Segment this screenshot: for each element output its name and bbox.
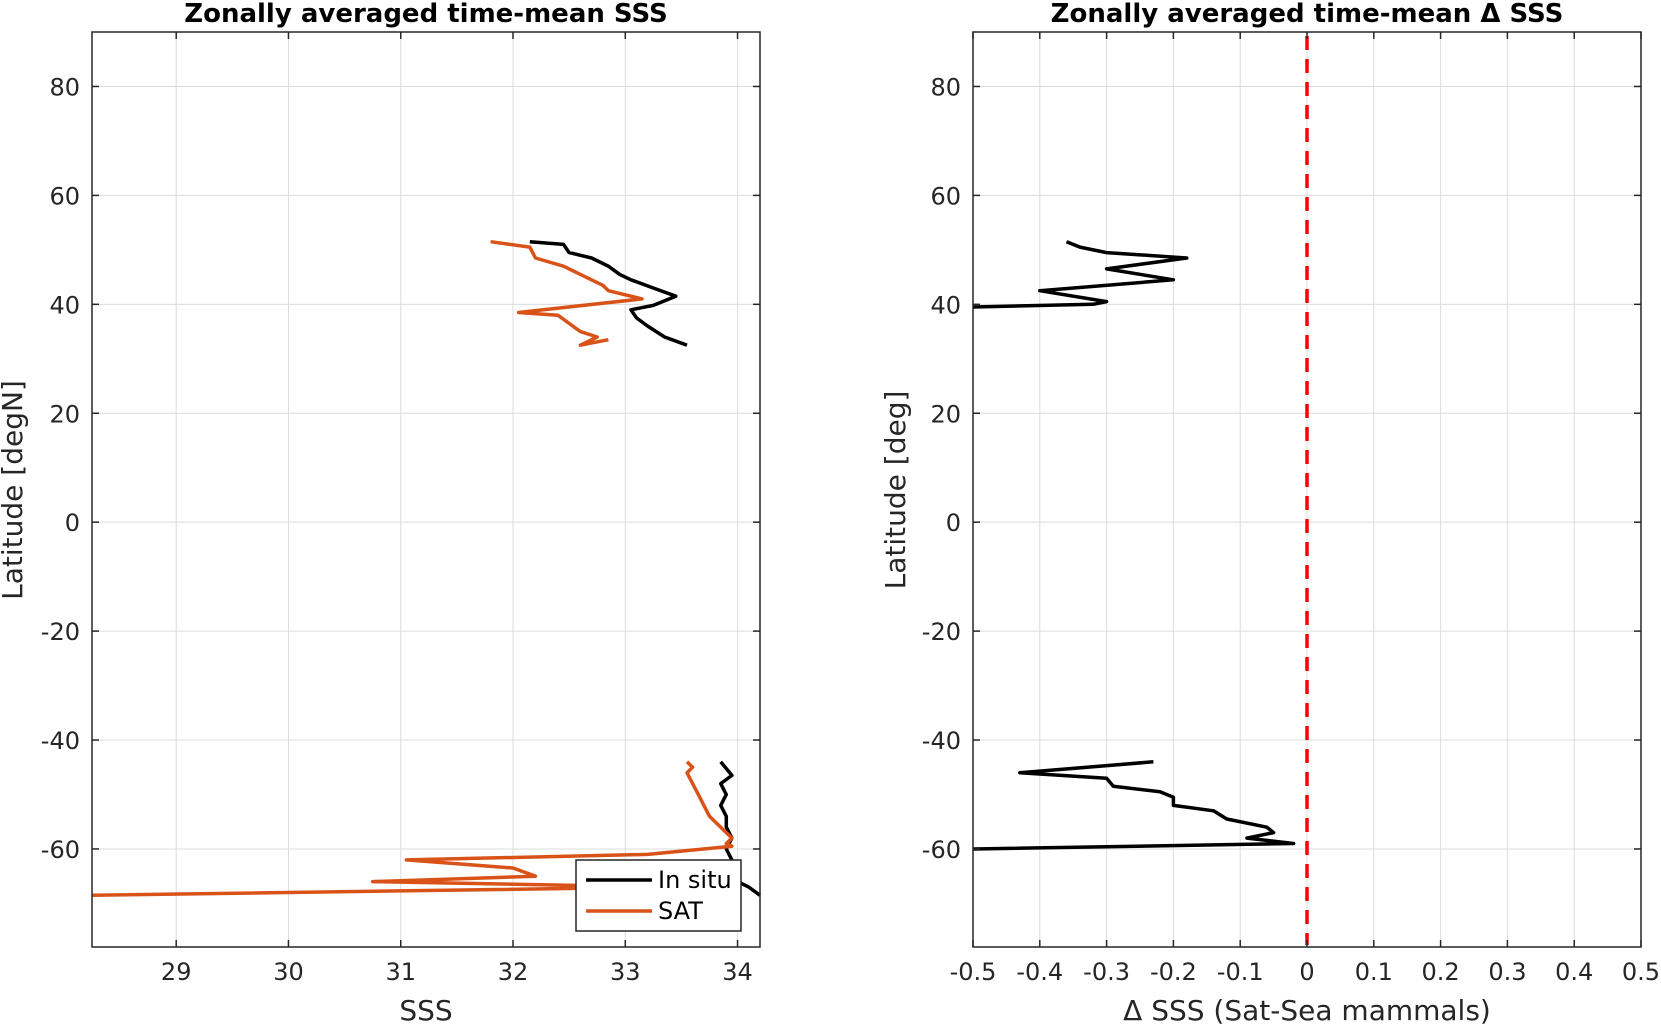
ticks: -0.5 -0.4 -0.3 -0.2 -0.1 0 0.1 0.2 0.3 0.4 0.5 -60 -… (922, 32, 1660, 986)
x-tick-label: -0.2 (1150, 958, 1197, 986)
x-tick-label: 0.1 (1355, 958, 1393, 986)
sat-line-south (91, 760, 734, 898)
delta-sss-panel: -0.5 -0.4 -0.3 -0.2 -0.1 0 0.1 0.2 0.3 0.4 0.5 -60 -… (879, 0, 1660, 1025)
y-tick-label: 40 (49, 291, 80, 319)
y-tick-label: 60 (49, 182, 80, 210)
y-tick-label: 80 (930, 73, 961, 101)
legend-box (575, 859, 742, 932)
x-tick-label: 0.5 (1622, 958, 1660, 986)
x-tick-label: 30 (273, 958, 304, 986)
y-tick-label: -60 (41, 836, 80, 864)
series-layer (972, 36, 1309, 945)
chart-title: Zonally averaged time-mean Δ SSS (1051, 0, 1564, 29)
legend: In situ SAT (575, 859, 742, 932)
legend-label-in-situ: In situ (658, 866, 732, 894)
y-axis-title: Latitude [degN] (0, 380, 29, 600)
x-tick-label: -0.1 (1217, 958, 1264, 986)
delta-sss-line-south (972, 760, 1296, 851)
gridlines (92, 32, 760, 947)
ticks: 29 30 31 32 33 34 -60 -40 -20 0 20 40 60 80 (41, 32, 760, 986)
y-tick-label: 60 (930, 182, 961, 210)
sss-panel: 29 30 31 32 33 34 -60 -40 -20 0 20 40 60 80 Zonally a… (0, 0, 762, 1025)
x-tick-label: 31 (385, 958, 416, 986)
x-tick-label: 0.2 (1422, 958, 1460, 986)
y-tick-label: 0 (946, 509, 961, 537)
y-tick-label: 20 (930, 400, 961, 428)
y-tick-label: -40 (922, 727, 961, 755)
y-tick-label: -20 (41, 618, 80, 646)
axes-box (91, 31, 761, 948)
y-tick-label: -60 (922, 836, 961, 864)
x-tick-label: -0.5 (950, 958, 997, 986)
y-tick-label: 80 (49, 73, 80, 101)
legend-label-sat: SAT (658, 897, 703, 925)
y-tick-label: 20 (49, 400, 80, 428)
y-tick-label: -40 (41, 727, 80, 755)
chart-title: Zonally averaged time-mean SSS (184, 0, 668, 29)
x-tick-label: 29 (161, 958, 192, 986)
x-tick-label: 0.4 (1555, 958, 1593, 986)
x-tick-label: -0.4 (1016, 958, 1063, 986)
y-tick-label: 40 (930, 291, 961, 319)
x-tick-label: 34 (722, 958, 753, 986)
y-tick-label: 0 (65, 509, 80, 537)
y-axis-title: Latitude [deg] (879, 391, 912, 590)
in-situ-line-north (529, 239, 688, 347)
series-layer (91, 239, 762, 898)
x-axis-title: SSS (399, 994, 452, 1025)
y-tick-label: -20 (922, 618, 961, 646)
x-tick-label: 0 (1299, 958, 1314, 986)
sat-line-north (490, 239, 644, 347)
x-tick-label: 0.3 (1488, 958, 1526, 986)
plot-area (92, 32, 760, 947)
delta-sss-line-north (972, 240, 1189, 309)
x-axis-title: Δ SSS (Sat-Sea mammals) (1123, 994, 1491, 1025)
x-tick-label: 33 (610, 958, 641, 986)
x-tick-label: -0.3 (1083, 958, 1130, 986)
x-tick-label: 32 (498, 958, 529, 986)
